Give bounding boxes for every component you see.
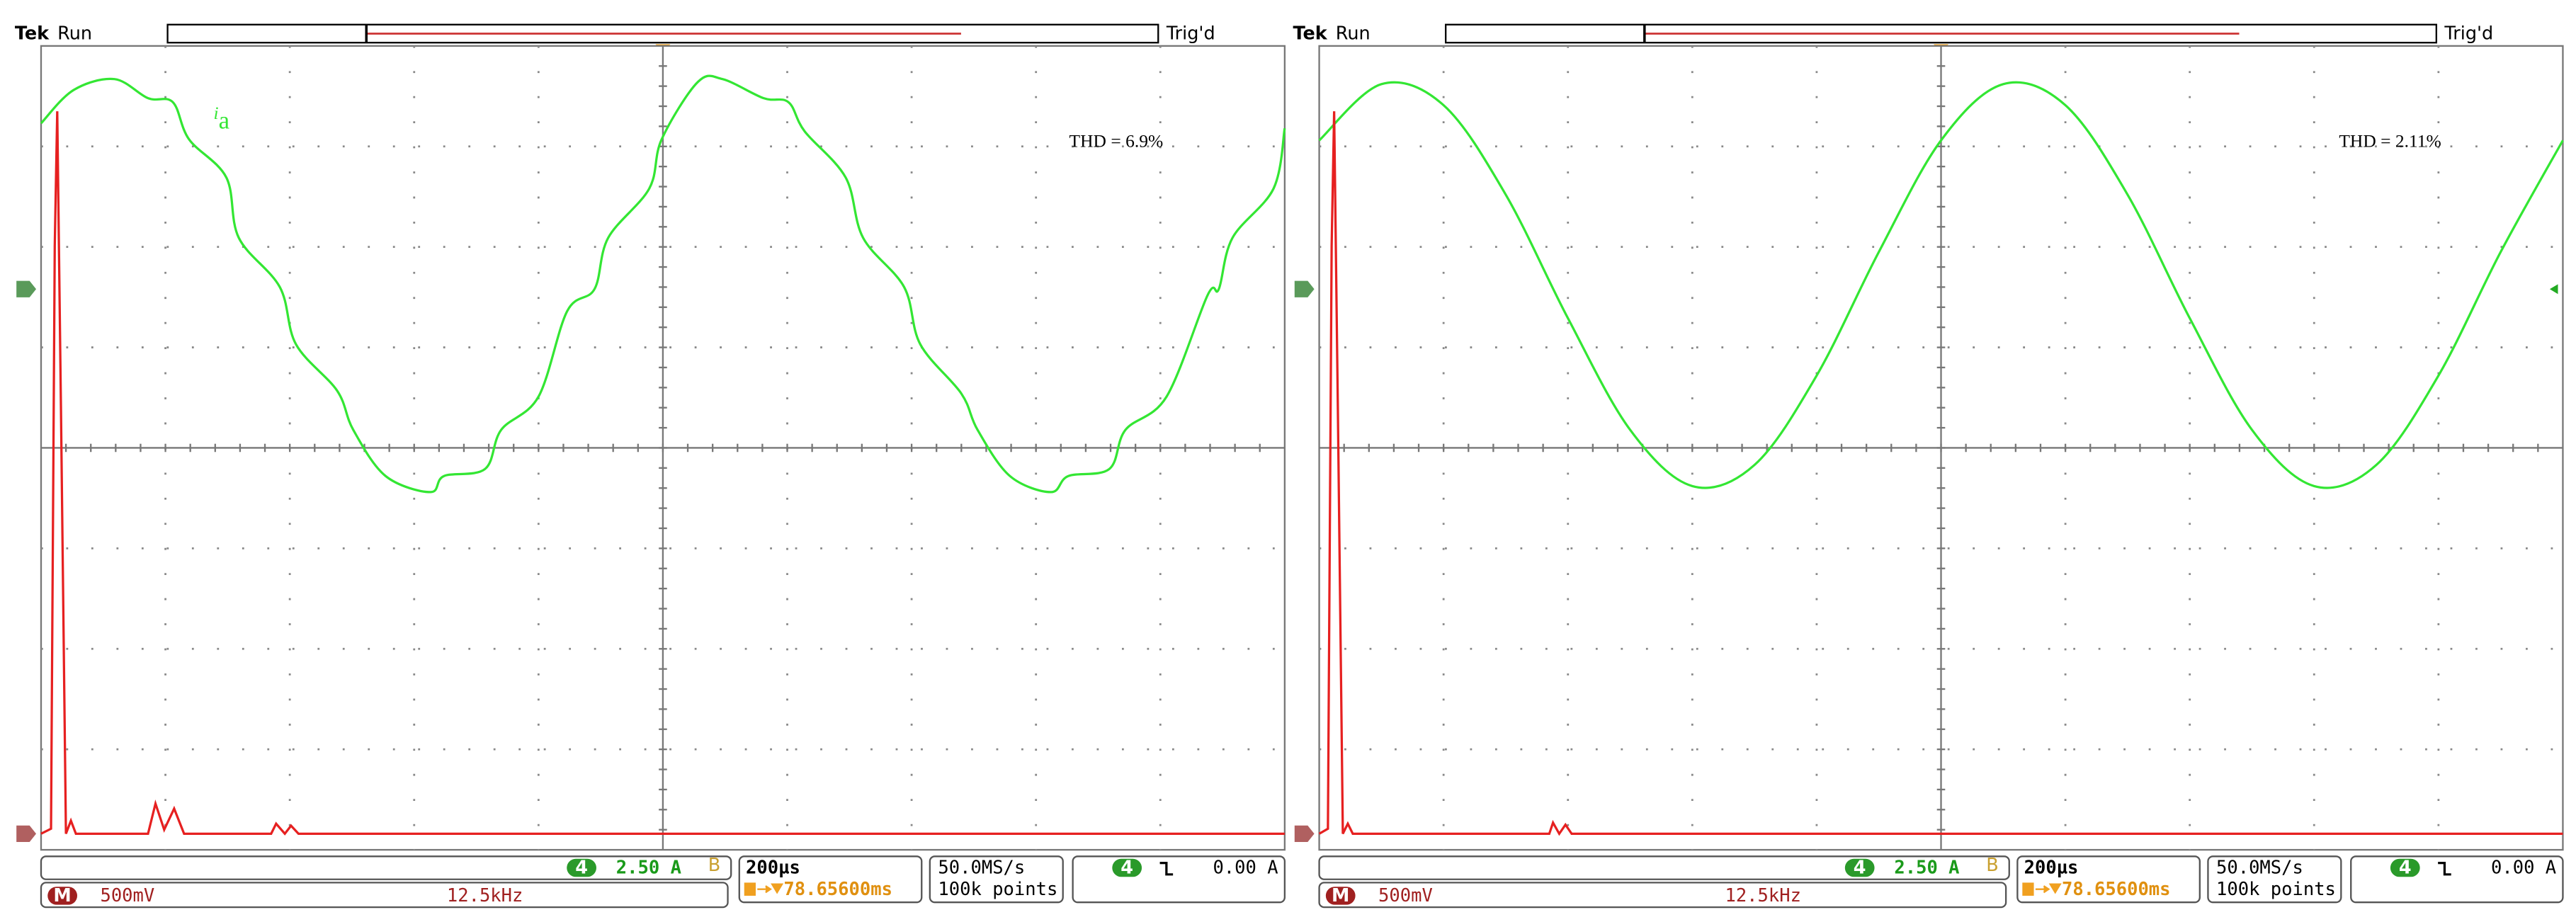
current-trace xyxy=(40,74,1286,494)
math-label: M xyxy=(53,885,71,906)
trigger-level: 0.00 A xyxy=(2491,858,2556,879)
math-label: M xyxy=(1332,885,1349,906)
offscreen-marker xyxy=(2549,284,2558,295)
run-status: Run xyxy=(57,23,92,45)
math-label-badge xyxy=(1325,887,1356,905)
trigger-level: 0.00 A xyxy=(1213,858,1278,879)
trace-label-sub: a xyxy=(219,107,229,135)
status-box xyxy=(1318,855,2010,880)
channel-number: 4 xyxy=(1854,858,1866,879)
brand: Tek xyxy=(1293,23,1327,45)
run-status: Run xyxy=(1336,23,1371,45)
channel-scale: 2.50 A xyxy=(616,858,681,879)
channel-scale: 2.50 A xyxy=(1894,858,1959,879)
record-bar xyxy=(166,23,1159,44)
scope-panel: Tek Run Trig'd THD = 2.11% 4 2.50 A B M 500mV 12.… xyxy=(1293,23,2564,909)
sample-rate: 50.0MS/s xyxy=(2216,858,2303,879)
thd-annotation: THD = 6.9% xyxy=(1069,130,1164,151)
channel-number: 4 xyxy=(575,858,588,879)
thd-annotation: THD = 2.11% xyxy=(2339,130,2441,151)
trigger-source-badge xyxy=(2390,858,2420,877)
status-box xyxy=(929,855,1064,904)
channel-marker xyxy=(16,280,37,297)
trigger-status: Trig'd xyxy=(2444,23,2493,45)
spectrum-trace xyxy=(1318,111,2563,836)
trigger-source-badge xyxy=(1112,858,1142,877)
trace-label: ia xyxy=(214,103,230,135)
math-marker xyxy=(16,825,37,842)
math-label-badge xyxy=(47,887,78,905)
trigger-source: 4 xyxy=(1120,858,1133,879)
status-box xyxy=(738,855,923,904)
trigger-status: Trig'd xyxy=(1166,23,1215,45)
status-box xyxy=(1318,882,2007,909)
bandwidth-icon: B xyxy=(708,855,720,876)
timebase: 200µs xyxy=(746,858,800,879)
record-length: 100k points xyxy=(2216,879,2336,900)
math-scale: 500mV xyxy=(1378,885,1433,906)
current-trace xyxy=(1318,81,2564,489)
record-length: 100k points xyxy=(938,879,1057,900)
status-box xyxy=(2207,855,2342,904)
math-marker xyxy=(1294,825,1315,842)
channel-marker xyxy=(1294,280,1315,297)
edge-icon xyxy=(1159,861,1174,876)
trigger-position: 78.65600ms xyxy=(783,879,892,900)
channel-number-badge xyxy=(1844,858,1875,877)
brand: Tek xyxy=(15,23,50,45)
status-box xyxy=(40,882,729,909)
edge-icon xyxy=(2438,861,2451,876)
sample-rate: 50.0MS/s xyxy=(938,858,1025,879)
trigger-source: 4 xyxy=(2399,858,2412,879)
trace-label-main: i xyxy=(214,103,219,123)
trigger-position: 78.65600ms xyxy=(2062,879,2171,900)
math-span: 12.5kHz xyxy=(447,885,523,906)
timebase: 200µs xyxy=(2024,858,2079,879)
math-span: 12.5kHz xyxy=(1725,885,1800,906)
spectrum-trace xyxy=(40,111,1285,836)
trigger-icon xyxy=(2022,882,2034,896)
bandwidth-icon: B xyxy=(1986,855,1998,876)
math-scale: 500mV xyxy=(100,885,154,906)
trigger-arrow xyxy=(2035,883,2062,894)
status-box xyxy=(40,855,732,880)
status-box xyxy=(2016,855,2201,904)
trigger-arrow xyxy=(757,883,784,894)
channel-number-badge xyxy=(567,858,596,877)
trigger-icon xyxy=(744,882,756,896)
scope-panel: Tek Run Trig'd THD = 6.9% ia 4 2.50 A B M 500mV 12… xyxy=(15,23,1286,909)
